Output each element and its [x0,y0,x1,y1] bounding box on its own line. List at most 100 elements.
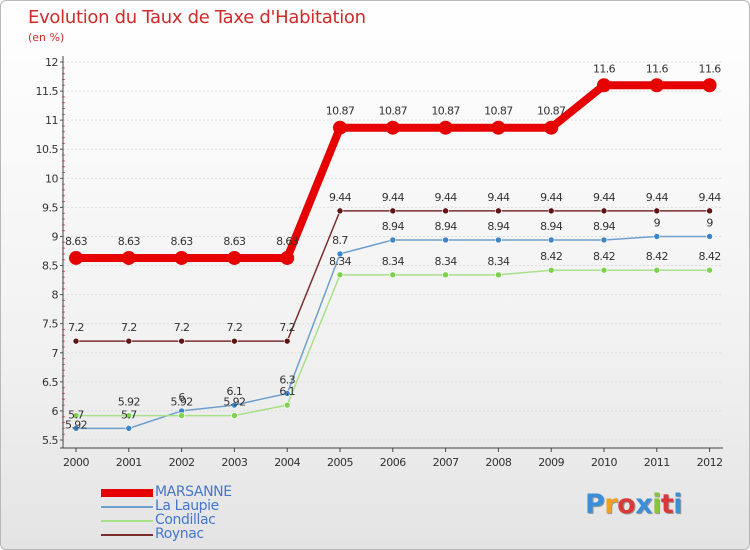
legend-label: La Laupie [155,498,219,514]
data-label: 9.44 [487,191,510,204]
x-tick-label: 2001 [116,456,142,469]
data-label: 5.7 [121,408,137,421]
data-labels: 8.63 8.63 8.63 8.63 8.63 10.87 10.87 10.87 10.87… [65,62,722,432]
data-label: 8.34 [435,255,458,268]
data-label: 8.63 [118,235,141,248]
x-tick-label: 2011 [644,456,670,469]
data-label: 8.94 [487,220,510,233]
data-label: 11.6 [646,62,669,75]
data-label: 9.44 [382,191,405,204]
data-label: 10.87 [484,105,513,118]
data-label: 5.92 [223,396,245,409]
x-tick-label: 2007 [433,456,459,469]
legend-item-la-laupie: La Laupie [101,498,341,514]
data-point [600,207,608,215]
data-point [491,120,506,135]
series-lines [69,78,717,432]
legend-swatch [101,489,153,497]
x-tick-label: 2006 [380,456,406,469]
legend-swatch [101,534,153,536]
data-point [653,233,661,240]
data-label: 9 [706,216,713,229]
data-point [495,207,502,215]
data-point [333,120,347,135]
data-label: 8.63 [276,235,299,248]
data-label: 5.92 [65,419,87,432]
data-point [442,207,449,215]
y-tick-label: 8.5 [42,260,58,273]
data-label: 8.34 [382,255,405,268]
data-point [389,271,397,279]
data-label: 6.1 [279,385,295,398]
data-label: 9.44 [435,191,458,204]
data-point [442,271,449,279]
data-point [72,412,80,419]
data-label: 8.34 [329,255,352,268]
data-label: 5.92 [118,396,140,409]
x-tick-label: 2010 [591,456,617,469]
data-label: 9.44 [593,191,616,204]
y-tick-label: 11 [45,114,58,127]
data-label: 8.42 [699,250,721,263]
data-label: 9.44 [329,191,352,204]
x-tick-label: 2005 [327,456,353,469]
data-point [547,207,555,215]
chart-subtitle: (en %) [28,31,65,44]
y-tick-label: 6.5 [42,376,58,389]
data-point [283,337,291,345]
data-label: 7.2 [174,321,190,334]
data-label: 8.63 [65,235,88,248]
legend-swatch [101,520,153,522]
data-point [72,425,80,432]
data-point [706,233,713,240]
data-point [231,337,238,345]
data-label: 8.7 [332,234,348,247]
y-tick-label: 6 [52,405,59,418]
x-tick-label: 2008 [485,456,511,469]
chart-title: Evolution du Taux de Taxe d'Habitation [28,7,366,28]
data-point [178,412,185,419]
data-label: 9.44 [646,191,669,204]
data-label: 8.94 [593,220,616,233]
data-point [495,236,502,244]
data-point [389,207,397,215]
data-point [283,401,291,409]
data-label: 8.42 [593,250,615,263]
data-point [653,207,661,215]
data-label: 9 [654,216,661,229]
legend-label: MARSANNE [155,484,232,500]
data-point [231,401,238,409]
y-tick-label: 10 [45,172,58,185]
proxiti-logo: Proxiti [585,489,683,520]
x-tick-label: 2004 [274,456,300,469]
data-point [121,250,136,265]
data-label: 9.44 [699,191,722,204]
data-point [389,236,397,244]
data-point [706,266,713,274]
data-label: 10.87 [326,105,355,118]
data-point [336,250,344,258]
data-point [125,425,133,432]
data-label: 8.94 [382,220,405,233]
data-label: 8.34 [487,255,510,268]
data-point [547,236,555,244]
data-label: 8.63 [223,235,246,248]
y-tick-label: 11.5 [36,85,59,98]
data-point [385,120,400,135]
data-point [600,266,608,274]
data-label: 5.7 [68,408,84,421]
data-label: 7.2 [68,321,84,334]
data-label: 10.87 [431,105,460,118]
data-point [125,337,133,345]
data-point [69,250,83,265]
data-point [597,78,611,93]
data-label: 7.2 [227,321,243,334]
data-point [72,337,80,345]
data-label: 10.87 [379,105,408,118]
data-label: 11.6 [699,62,722,75]
data-label: 9.44 [540,191,563,204]
y-tick-label: 9 [52,230,59,243]
x-tick-label: 2012 [697,456,723,469]
data-point [227,250,242,265]
